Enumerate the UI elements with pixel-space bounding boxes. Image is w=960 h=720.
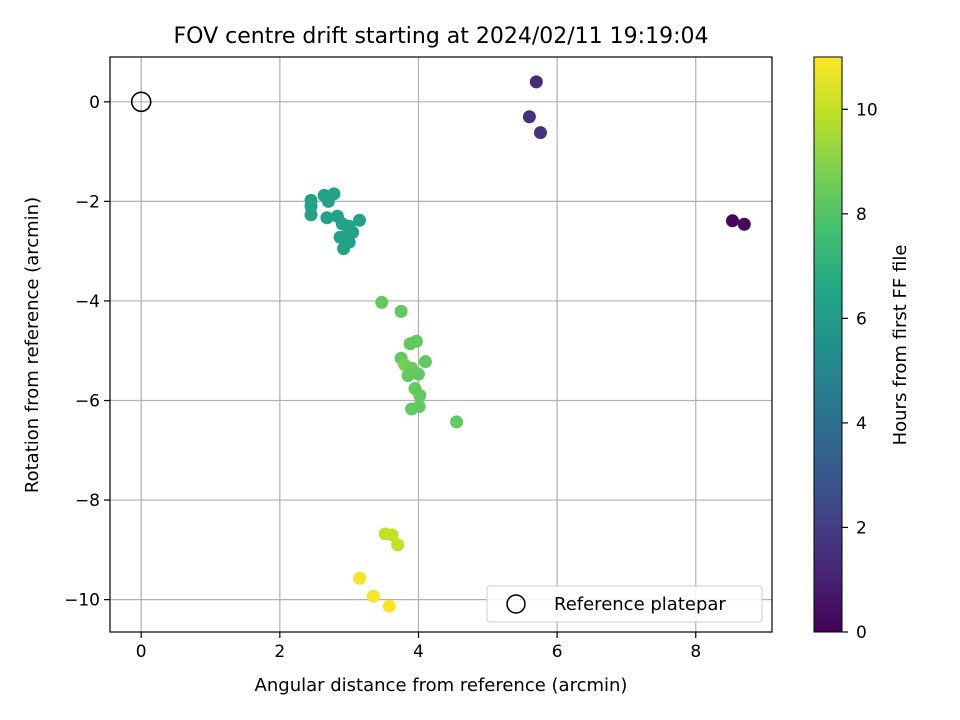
legend-frame	[486, 585, 763, 623]
legend-reference-marker-icon	[506, 594, 526, 614]
data-point	[353, 571, 367, 585]
colorbar: 0 2 4 6 8 10 Hours from first FF file	[813, 56, 911, 643]
colorbar-label: Hours from first FF file	[890, 245, 911, 446]
data-point	[450, 415, 464, 429]
data-point	[405, 402, 419, 416]
y-tick-label: 0	[89, 93, 100, 113]
plot-frame	[109, 56, 773, 633]
data-point	[418, 355, 432, 369]
data-point	[725, 214, 739, 228]
data-point	[382, 599, 396, 613]
x-tick-label: 6	[552, 642, 563, 662]
colorbar-tick-label: 8	[856, 205, 867, 225]
data-point	[737, 217, 751, 231]
colorbar-tick-label: 4	[856, 414, 867, 434]
data-point	[533, 126, 547, 140]
colorbar-tick-label: 6	[856, 309, 867, 329]
data-point	[353, 213, 367, 227]
colorbar-ticks: 0 2 4 6 8 10	[842, 100, 878, 643]
data-point	[366, 589, 380, 603]
colorbar-gradient	[813, 56, 843, 633]
colorbar-tick-label: 0	[856, 623, 867, 643]
data-point	[304, 208, 318, 222]
data-point	[401, 369, 415, 383]
x-axis-ticks: 0 2 4 6 8	[136, 632, 701, 662]
data-point	[413, 389, 427, 403]
chart-title: FOV centre drift starting at 2024/02/11 …	[174, 24, 709, 49]
data-point	[522, 110, 536, 124]
data-points	[304, 75, 751, 613]
y-tick-label: −4	[75, 292, 100, 312]
y-tick-label: −10	[64, 591, 100, 611]
y-axis-ticks: 0 −2 −4 −6 −8 −10	[64, 93, 110, 611]
data-point	[327, 187, 341, 201]
reference-marker	[130, 91, 152, 113]
x-axis-label: Angular distance from reference (arcmin)	[255, 675, 628, 696]
x-tick-label: 2	[274, 642, 285, 662]
y-axis-label: Rotation from reference (arcmin)	[22, 197, 43, 493]
x-tick-label: 4	[413, 642, 424, 662]
x-tick-label: 8	[690, 642, 701, 662]
data-point	[385, 528, 399, 542]
legend-entry-reference: Reference platepar	[554, 594, 726, 615]
colorbar-tick-label: 10	[856, 100, 878, 120]
data-point	[529, 75, 543, 89]
y-tick-label: −6	[75, 392, 100, 412]
data-point	[411, 367, 425, 381]
data-point	[391, 538, 405, 552]
data-point	[409, 334, 423, 348]
data-point	[342, 235, 356, 249]
data-point	[375, 295, 389, 309]
x-tick-label: 0	[136, 642, 147, 662]
legend-box: Reference platepar	[486, 585, 763, 623]
grid-lines	[110, 57, 772, 632]
reference-platepar-marker	[130, 91, 152, 113]
data-point	[320, 211, 334, 225]
y-tick-label: −2	[75, 192, 100, 212]
colorbar-tick-label: 2	[856, 518, 867, 538]
data-point	[394, 304, 408, 318]
y-tick-label: −8	[75, 491, 100, 511]
